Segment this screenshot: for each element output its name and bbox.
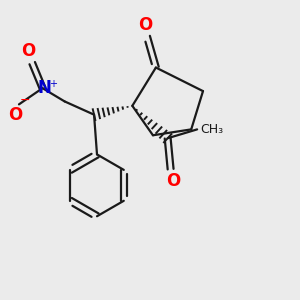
Text: +: + <box>49 79 57 89</box>
Text: O: O <box>139 16 153 34</box>
Text: CH₃: CH₃ <box>201 123 224 136</box>
Text: N: N <box>37 79 51 97</box>
Text: O: O <box>167 172 181 190</box>
Text: O: O <box>8 106 22 124</box>
Text: −: − <box>20 93 30 106</box>
Text: O: O <box>22 42 36 60</box>
